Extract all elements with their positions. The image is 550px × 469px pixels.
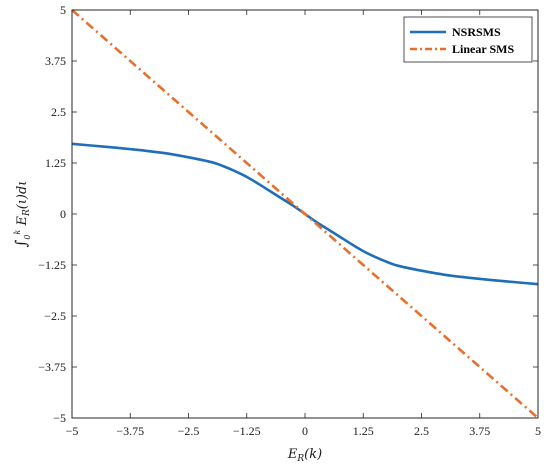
series-layer	[71, 9, 539, 419]
x-tick-label: −1.25	[233, 424, 261, 438]
legend-box	[403, 16, 533, 63]
y-tick-label: −2.5	[44, 309, 66, 323]
y-tick-label: 0	[60, 207, 66, 221]
y-tick-label: −5	[53, 411, 66, 425]
x-tick-label: 0	[302, 424, 308, 438]
legend-label-linear-sms: Linear SMS	[452, 42, 514, 56]
y-tick-labels: 5 3.75 2.5 1.25 0 −1.25 −2.5 −3.75 −5	[38, 3, 66, 425]
x-tick-label: −2.5	[178, 424, 200, 438]
y-axis-label: ∫0k ER(ι)dι	[12, 181, 32, 248]
legend: NSRSMS Linear SMS	[403, 16, 533, 63]
x-tick-label: 2.5	[414, 424, 429, 438]
plot-frame	[71, 9, 539, 419]
x-tick-label: −5	[66, 424, 79, 438]
x-axis-label: ER(k)	[287, 447, 322, 464]
y-tick-label: 2.5	[51, 105, 66, 119]
legend-label-nsrsms: NSRSMS	[452, 25, 501, 39]
x-tick-label: 1.25	[353, 424, 374, 438]
x-tick-label: 3.75	[469, 424, 490, 438]
series-line-linear-sms	[71, 9, 539, 419]
y-tick-label: 1.25	[45, 156, 66, 170]
x-tick-label: −3.75	[116, 424, 144, 438]
y-tick-label: −3.75	[38, 360, 66, 374]
y-tick-label: 5	[60, 3, 66, 17]
x-tick-labels: −5 −3.75 −2.5 −1.25 0 1.25 2.5 3.75 5	[66, 424, 541, 438]
x-tick-label: 5	[535, 424, 541, 438]
y-tick-label: 3.75	[45, 54, 66, 68]
y-tick-label: −1.25	[38, 258, 66, 272]
